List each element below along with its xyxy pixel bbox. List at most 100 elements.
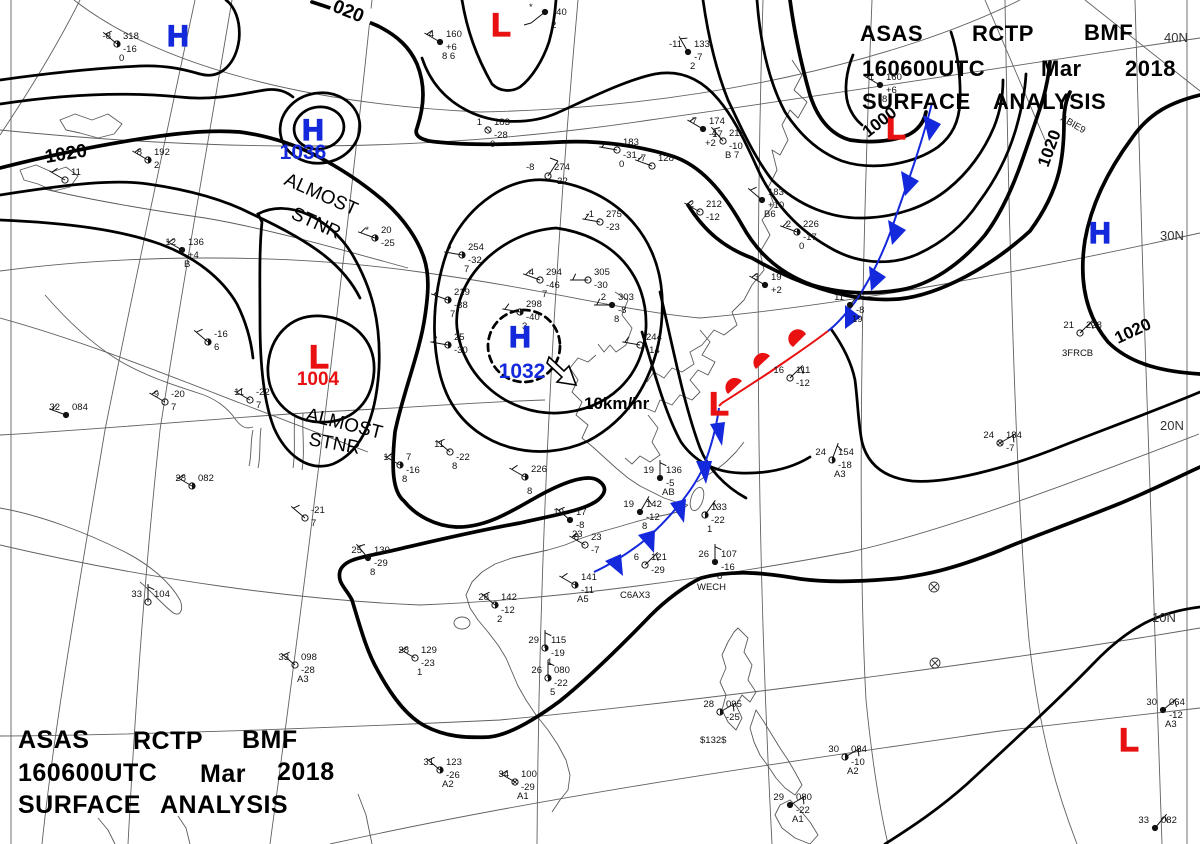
svg-text:7: 7 bbox=[256, 400, 261, 411]
svg-text:A1: A1 bbox=[517, 791, 529, 802]
svg-text:-4: -4 bbox=[426, 29, 434, 40]
svg-text:8 6: 8 6 bbox=[442, 51, 455, 62]
svg-text:-10: -10 bbox=[729, 141, 743, 152]
svg-text:095: 095 bbox=[726, 699, 742, 710]
svg-text:192: 192 bbox=[154, 147, 170, 158]
svg-text:303: 303 bbox=[618, 292, 634, 303]
svg-text:24: 24 bbox=[815, 447, 826, 458]
svg-text:226: 226 bbox=[531, 464, 547, 475]
svg-text:16: 16 bbox=[773, 365, 784, 376]
svg-text:-12: -12 bbox=[646, 512, 660, 523]
svg-text:-22: -22 bbox=[711, 515, 725, 526]
svg-text:-7: -7 bbox=[694, 52, 702, 63]
svg-text:28: 28 bbox=[398, 645, 409, 656]
svg-text:Mar: Mar bbox=[200, 760, 246, 788]
svg-text:ANALYSIS: ANALYSIS bbox=[160, 791, 288, 819]
svg-text:219: 219 bbox=[454, 287, 470, 298]
svg-text:4: 4 bbox=[712, 128, 717, 139]
svg-text:-8: -8 bbox=[576, 520, 584, 531]
svg-text:6: 6 bbox=[214, 342, 219, 353]
svg-text:183: 183 bbox=[768, 187, 784, 198]
svg-text:-30: -30 bbox=[454, 345, 468, 356]
svg-text:294: 294 bbox=[546, 267, 562, 278]
svg-text:318: 318 bbox=[123, 31, 139, 42]
svg-text:26: 26 bbox=[698, 549, 709, 560]
svg-text:080: 080 bbox=[796, 792, 812, 803]
svg-text:080: 080 bbox=[554, 665, 570, 676]
svg-text:H: H bbox=[1089, 217, 1111, 250]
svg-text:19: 19 bbox=[643, 465, 654, 476]
svg-text:-5: -5 bbox=[666, 478, 674, 489]
svg-text:17: 17 bbox=[576, 507, 587, 518]
svg-text:10km/hr: 10km/hr bbox=[584, 394, 650, 413]
svg-text:24: 24 bbox=[983, 430, 994, 441]
svg-text:2: 2 bbox=[154, 160, 159, 171]
svg-text:226: 226 bbox=[803, 219, 819, 230]
svg-text:-28: -28 bbox=[301, 665, 315, 676]
svg-text:29: 29 bbox=[773, 792, 784, 803]
svg-text:BMF: BMF bbox=[1084, 20, 1133, 45]
svg-text:082: 082 bbox=[198, 473, 214, 484]
svg-text:33: 33 bbox=[1138, 815, 1149, 826]
svg-text:121: 121 bbox=[651, 552, 667, 563]
svg-text:0: 0 bbox=[619, 159, 624, 170]
svg-text:130: 130 bbox=[374, 545, 390, 556]
svg-text:30N: 30N bbox=[1160, 228, 1184, 243]
svg-text:19: 19 bbox=[852, 314, 863, 325]
svg-text:-38: -38 bbox=[454, 300, 468, 311]
svg-text:-7: -7 bbox=[591, 545, 599, 556]
svg-text:23: 23 bbox=[591, 532, 602, 543]
svg-text:28: 28 bbox=[175, 473, 186, 484]
svg-text:A2: A2 bbox=[847, 766, 859, 777]
svg-text:305: 305 bbox=[594, 267, 610, 278]
svg-text:082: 082 bbox=[1161, 815, 1177, 826]
svg-text:7: 7 bbox=[542, 289, 547, 300]
svg-text:-7: -7 bbox=[1006, 443, 1014, 454]
svg-text:160600UTC: 160600UTC bbox=[18, 759, 157, 787]
svg-text:25: 25 bbox=[351, 545, 362, 556]
svg-text:1: 1 bbox=[547, 657, 552, 668]
svg-text:275: 275 bbox=[606, 209, 622, 220]
svg-text:142: 142 bbox=[646, 499, 662, 510]
svg-text:-29: -29 bbox=[651, 565, 665, 576]
svg-text:7: 7 bbox=[450, 309, 455, 320]
svg-text:H: H bbox=[509, 321, 531, 354]
svg-text:-22: -22 bbox=[796, 805, 810, 816]
svg-text:-2: -2 bbox=[686, 199, 694, 210]
svg-text:0: 0 bbox=[856, 292, 861, 303]
svg-text:-8: -8 bbox=[856, 305, 864, 316]
svg-text:-40: -40 bbox=[526, 312, 540, 323]
svg-text:-12: -12 bbox=[501, 605, 515, 616]
svg-text:SURFACE: SURFACE bbox=[862, 89, 971, 114]
svg-text:5: 5 bbox=[550, 687, 555, 698]
svg-text:20: 20 bbox=[381, 225, 392, 236]
svg-text:40N: 40N bbox=[1164, 30, 1188, 45]
svg-text:8: 8 bbox=[574, 532, 579, 543]
svg-text:L: L bbox=[886, 110, 906, 146]
svg-text:160: 160 bbox=[446, 29, 462, 40]
svg-text:Mar: Mar bbox=[1041, 56, 1082, 81]
svg-text:-28: -28 bbox=[494, 130, 508, 141]
svg-text:160: 160 bbox=[886, 72, 902, 83]
svg-text:L: L bbox=[709, 386, 729, 422]
svg-text:1036: 1036 bbox=[280, 141, 327, 164]
svg-text:7: 7 bbox=[311, 518, 316, 529]
svg-text:7: 7 bbox=[171, 402, 176, 413]
svg-text:184: 184 bbox=[1006, 430, 1022, 441]
svg-text:-11: -11 bbox=[669, 39, 682, 50]
svg-text:-23: -23 bbox=[421, 658, 435, 669]
svg-text:115: 115 bbox=[551, 635, 566, 646]
svg-text:BMF: BMF bbox=[242, 726, 298, 754]
svg-text:128: 128 bbox=[658, 153, 674, 164]
svg-text:7: 7 bbox=[406, 452, 411, 463]
svg-text:254: 254 bbox=[468, 242, 484, 253]
svg-text:-1: -1 bbox=[586, 209, 594, 220]
svg-text:19: 19 bbox=[553, 507, 564, 518]
svg-text:154: 154 bbox=[838, 447, 854, 458]
svg-text:183: 183 bbox=[623, 137, 639, 148]
svg-text:6: 6 bbox=[634, 552, 639, 563]
svg-text:084: 084 bbox=[851, 744, 867, 755]
svg-text:8: 8 bbox=[882, 94, 887, 105]
svg-text:-25: -25 bbox=[381, 238, 395, 249]
svg-text:123: 123 bbox=[446, 757, 462, 768]
